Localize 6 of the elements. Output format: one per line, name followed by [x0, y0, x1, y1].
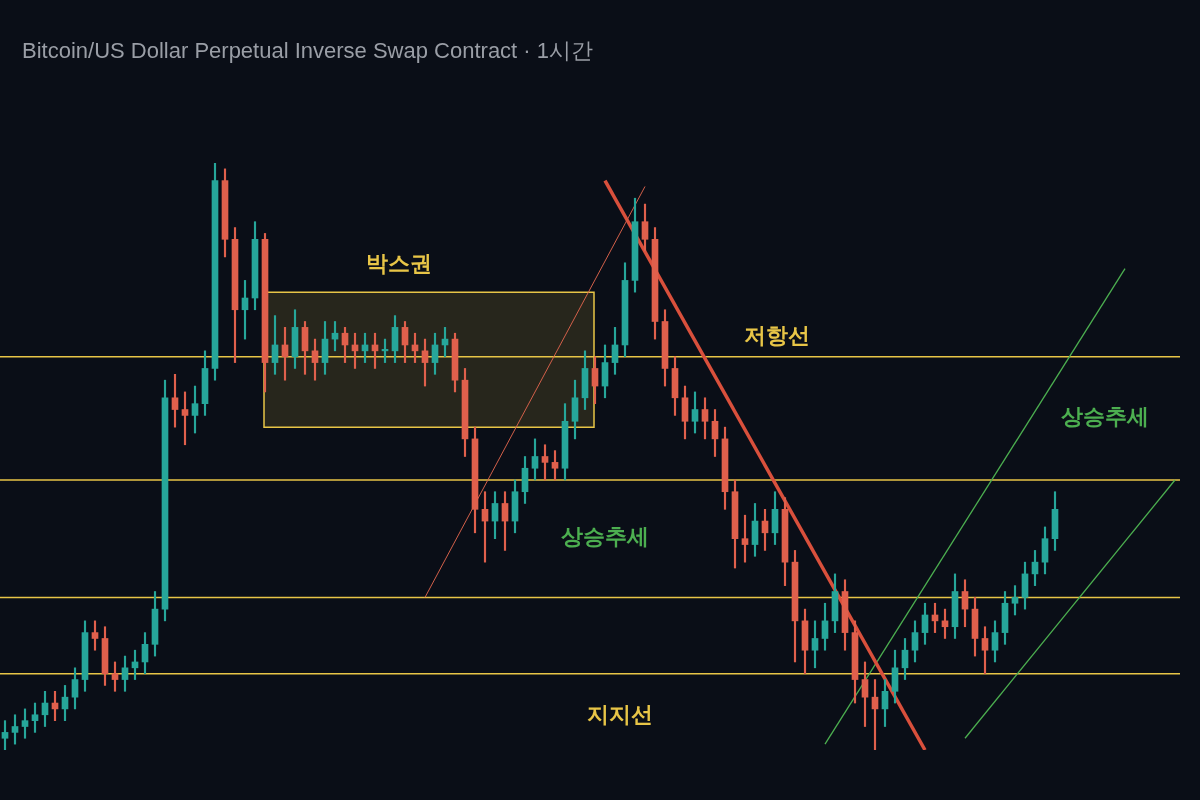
annotation: 상승추세: [561, 523, 649, 549]
ref-line-label: 지지선: [587, 702, 653, 728]
ref-line-label: 저항선: [744, 323, 810, 349]
annotation: 상승추세: [1061, 403, 1149, 429]
band-label: 박스권: [366, 250, 432, 276]
chart-title: Bitcoin/US Dollar Perpetual Inverse Swap Contract · 1시간: [22, 37, 594, 65]
